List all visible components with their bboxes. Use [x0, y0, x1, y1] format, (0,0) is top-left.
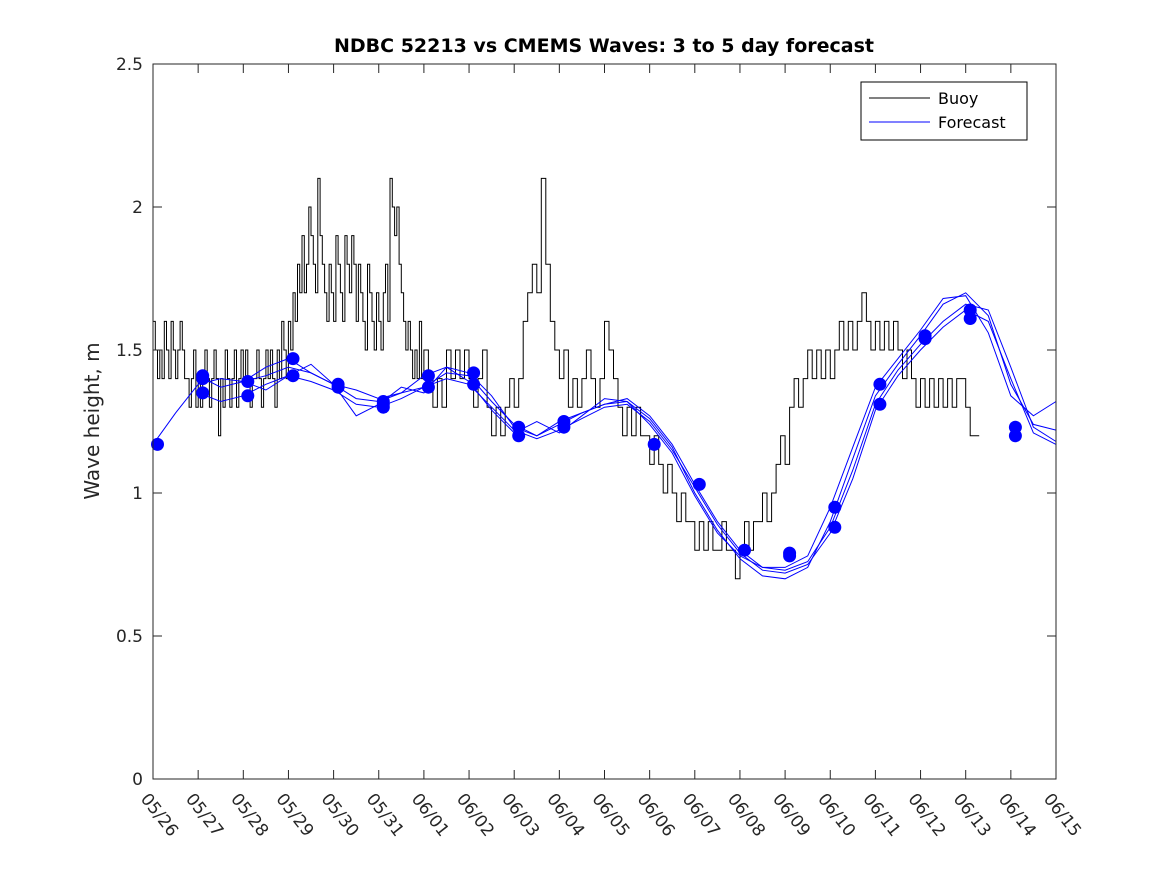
x-tick-label: 06/14	[994, 790, 1040, 841]
axes: 0 0.5 1 1.5 2 2.5 05/26 05/27 05/28 05/29 05/30 05/…	[116, 55, 1085, 841]
x-tick-label: 06/12	[904, 790, 950, 841]
plot-area	[151, 177, 1057, 580]
y-tick-label: 1.5	[116, 341, 143, 361]
forecast-point	[783, 546, 797, 560]
y-tick-label: 0.5	[116, 627, 143, 647]
x-tick-label: 06/15	[1039, 790, 1085, 841]
forecast-point	[286, 369, 300, 383]
forecast-point	[241, 389, 255, 403]
y-tick-label: 2	[132, 198, 143, 218]
x-tick-label: 06/11	[858, 790, 904, 841]
x-tick-label: 06/06	[633, 790, 679, 841]
buoy-series-line	[153, 177, 980, 580]
forecast-point	[647, 437, 661, 451]
forecast-point	[828, 500, 842, 514]
forecast-point	[286, 352, 300, 366]
x-tick-label: 06/09	[768, 790, 814, 841]
forecast-point	[467, 377, 481, 391]
forecast-point	[196, 369, 210, 383]
forecast-point	[873, 397, 887, 411]
forecast-point	[331, 377, 345, 391]
forecast-point	[1008, 420, 1022, 434]
x-tick-label: 06/05	[588, 790, 634, 841]
x-tick-label: 05/29	[272, 790, 318, 841]
x-tick-label: 06/03	[497, 790, 543, 841]
forecast-point	[873, 377, 887, 391]
x-tick-label: 06/07	[678, 790, 724, 841]
legend-box	[860, 81, 1028, 141]
legend-label-buoy: Buoy	[938, 89, 978, 108]
x-tick-label: 06/04	[542, 790, 588, 841]
axes-box	[152, 63, 1057, 780]
forecast-point	[151, 437, 164, 451]
forecast-point	[738, 543, 751, 557]
forecast-point	[512, 420, 526, 434]
x-tick-label: 05/26	[136, 790, 182, 841]
x-tick-label: 06/02	[452, 790, 498, 841]
forecast-point	[196, 386, 210, 400]
forecast-series-line-2	[198, 309, 1057, 574]
forecast-point	[421, 369, 435, 383]
x-tick-label: 05/27	[181, 790, 227, 841]
forecast-point	[376, 395, 390, 408]
forecast-point	[828, 520, 842, 534]
x-tick-label: 06/01	[407, 790, 453, 841]
chart-title: NDBC 52213 vs CMEMS Waves: 3 to 5 day fo…	[334, 35, 874, 57]
legend: Buoy Forecast	[860, 81, 1028, 141]
forecast-point	[557, 415, 571, 428]
forecast-point	[692, 477, 706, 491]
x-tick-label: 05/30	[317, 790, 363, 841]
forecast-point	[467, 366, 481, 380]
x-tick-label: 05/28	[226, 790, 272, 841]
y-tick-label: 1	[132, 484, 143, 504]
legend-label-forecast: Forecast	[938, 113, 1006, 132]
y-tick-label: 2.5	[116, 55, 143, 75]
x-tick-label: 05/31	[362, 790, 408, 841]
x-tick-label: 06/08	[723, 790, 769, 841]
forecast-point	[963, 303, 977, 317]
forecast-point	[421, 380, 435, 394]
forecast-point	[918, 329, 932, 343]
forecast-point	[241, 375, 255, 388]
y-tick-label: 0	[132, 770, 143, 790]
y-axis-label: Wave height, m	[80, 342, 104, 499]
x-tick-label: 06/13	[949, 790, 995, 841]
x-tick-label: 06/10	[813, 790, 859, 841]
